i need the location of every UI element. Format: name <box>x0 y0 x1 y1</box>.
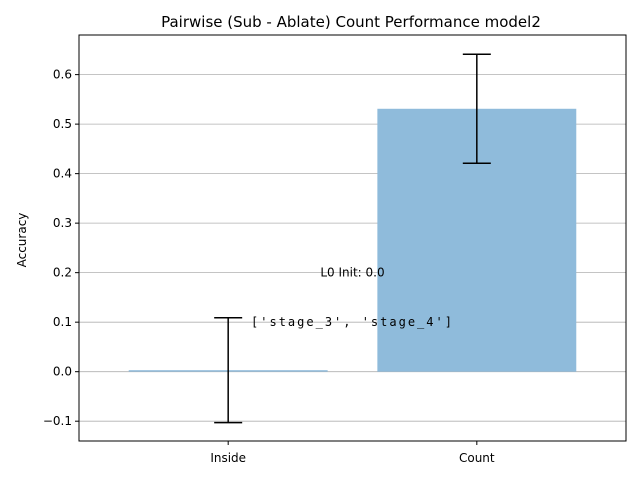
y-tick-label: 0.2 <box>53 266 72 280</box>
y-tick-label: 0.6 <box>53 68 72 82</box>
y-tick-label: 0.5 <box>53 117 72 131</box>
y-tick-label: 0.0 <box>53 365 72 379</box>
annotations: ['stage_3', 'stage_4'] L0 Init: 0.0 <box>251 266 454 330</box>
y-tick-label: 0.4 <box>53 167 72 181</box>
error-bars <box>214 53 491 424</box>
y-tick-label: 0.3 <box>53 216 72 230</box>
y-axis-label: Accuracy <box>15 213 29 268</box>
annotation-stage-list: ['stage_3', 'stage_4'] <box>251 315 454 329</box>
axes-frame <box>78 34 627 442</box>
chart-title: Pairwise (Sub - Ablate) Count Performanc… <box>161 13 541 31</box>
x-tick-label: Count <box>459 451 495 465</box>
x-axis-ticks: Inside Count <box>210 441 495 465</box>
bars <box>128 108 577 372</box>
y-tick-label: −0.1 <box>43 414 72 428</box>
annotation-l0-init: L0 Init: 0.0 <box>320 266 384 280</box>
x-tick-label: Inside <box>210 451 246 465</box>
y-axis-ticks: −0.1 0.0 0.1 0.2 0.3 0.4 0.5 0.6 <box>43 68 79 428</box>
y-tick-label: 0.1 <box>53 315 72 329</box>
